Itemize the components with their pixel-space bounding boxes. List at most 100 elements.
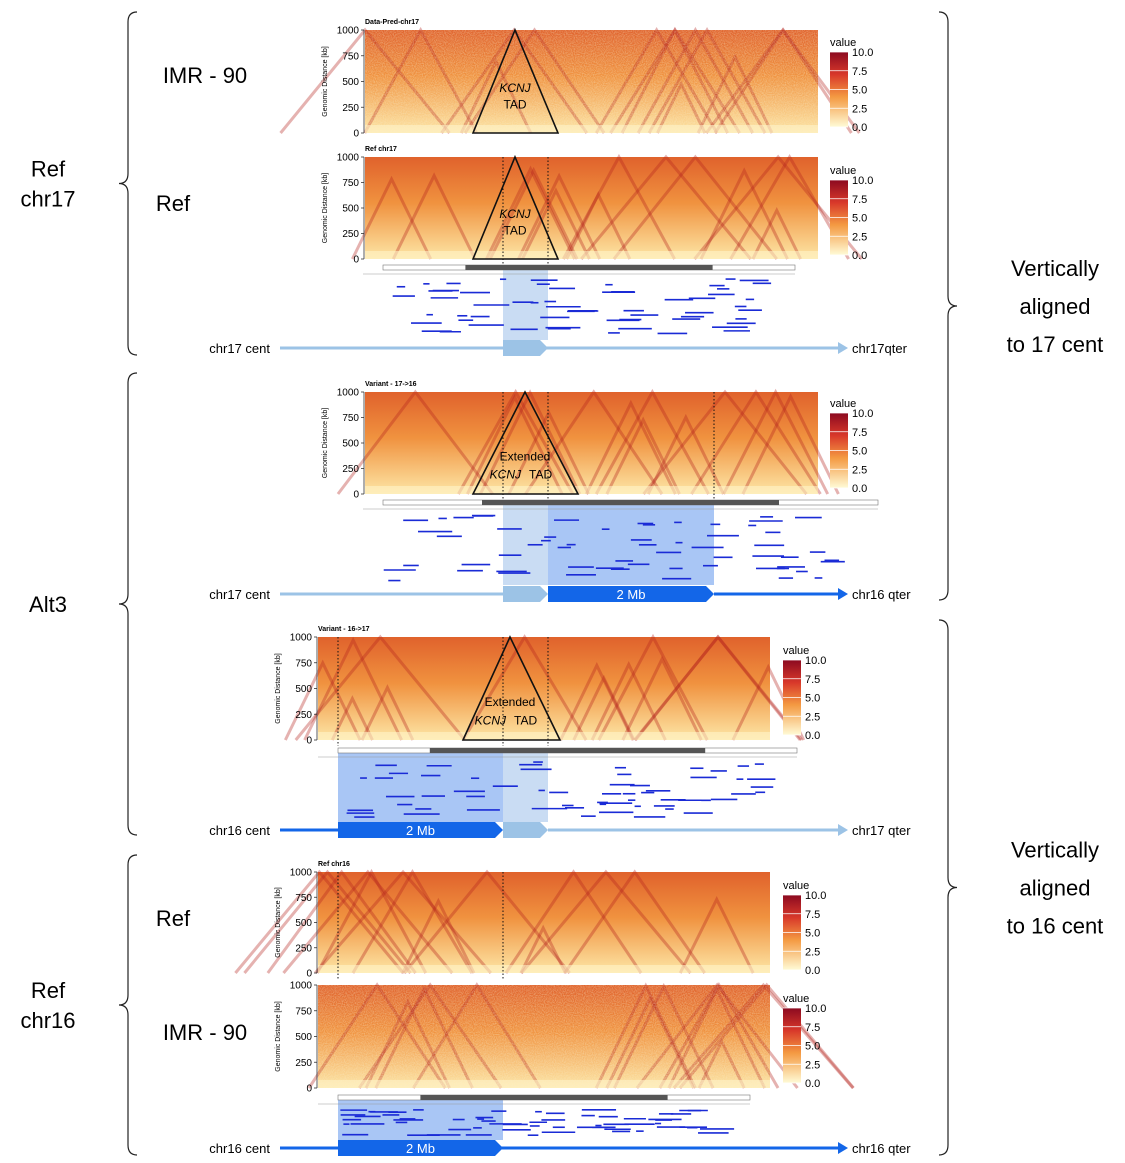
legend-tick-label: 0.0 (852, 483, 867, 495)
arrowhead (838, 342, 848, 354)
tad-texture (519, 924, 567, 974)
heatmap-base (365, 251, 818, 259)
y-tick-label: 1000 (337, 153, 360, 164)
tad-texture (351, 175, 433, 260)
track-start: chr16 cent (209, 823, 270, 838)
group-label: Alt3 (29, 592, 67, 617)
tad-texture (315, 868, 428, 974)
y-tick-label: 1000 (290, 868, 313, 879)
segment-block (503, 586, 548, 602)
legend-tick-label: 2.5 (805, 711, 820, 723)
y-tick-label: 0 (353, 129, 359, 140)
tad-texture (699, 167, 789, 260)
brace (118, 11, 138, 356)
ideogram-band (482, 500, 779, 505)
segment-label: 2 Mb (406, 1141, 435, 1156)
tad-texture (590, 661, 667, 741)
y-tick-label: 1000 (337, 26, 360, 37)
y-tick-label: 250 (295, 1058, 312, 1069)
tad-texture (488, 166, 579, 260)
tad-triangle (461, 635, 562, 741)
tad-texture (303, 636, 403, 741)
legend-tick-label: 2.5 (852, 231, 867, 243)
y-tick-label: 1000 (290, 981, 313, 992)
heatmap (318, 637, 770, 740)
y-tick-label: 500 (342, 439, 359, 450)
y-tick-label: 750 (342, 178, 359, 189)
legend-title: value (783, 880, 809, 892)
heatmap-panel (234, 868, 770, 974)
annotation-gene: KCNJ (475, 714, 507, 728)
heatmap-panel (336, 388, 840, 495)
legend-title: value (830, 37, 856, 49)
heatmap (365, 392, 818, 494)
tad-texture (521, 187, 591, 260)
annotation: TAD (503, 224, 526, 238)
tad-texture (565, 191, 632, 260)
y-tick-label: 500 (342, 77, 359, 88)
y-tick-label: 750 (342, 413, 359, 424)
group-label: chr16 (20, 1008, 75, 1033)
legend-tick-label: 5.0 (852, 213, 867, 225)
y-axis-label: Genomic Distance [kb] (322, 173, 329, 243)
track-end: chr16 qter (852, 1141, 911, 1156)
y-tick-label: 750 (295, 1006, 312, 1017)
alignment-note: to 17 cent (1007, 332, 1104, 357)
legend-title: value (830, 165, 856, 177)
tad-texture (741, 393, 840, 495)
row-label: Ref (156, 906, 191, 931)
ideogram-band (429, 748, 706, 753)
tad-triangle (471, 154, 560, 260)
alignment-note: to 16 cent (1007, 914, 1104, 939)
y-tick-label: 250 (295, 943, 312, 954)
segment-block (338, 822, 503, 838)
legend-tick-label: 7.5 (852, 427, 867, 439)
y-tick-label: 500 (342, 204, 359, 215)
legend-tick-label: 7.5 (805, 1022, 820, 1034)
legend-tick-label: 0.0 (805, 1078, 820, 1090)
annotation-gene: KCNJ (490, 468, 522, 482)
legend-tick-label: 7.5 (852, 194, 867, 206)
y-axis-label: Genomic Distance [kb] (322, 46, 329, 116)
tad-texture (751, 206, 802, 260)
legend-tick-label: 5.0 (805, 928, 820, 940)
highlight-region (503, 748, 548, 822)
y-axis-label: Genomic Distance [kb] (275, 653, 282, 723)
track-start: chr16 cent (209, 1141, 270, 1156)
legend-tick-label: 0.0 (852, 122, 867, 134)
tad-texture (580, 154, 752, 260)
segment-block (548, 586, 714, 602)
segment-block (503, 340, 548, 356)
annotation: Extended (485, 695, 536, 709)
legend-tick-label: 0.0 (805, 965, 820, 977)
segment-label: 2 Mb (617, 587, 646, 602)
y-tick-label: 500 (295, 684, 312, 695)
tad-texture (504, 869, 643, 974)
tad-texture (572, 674, 636, 741)
tad-texture (634, 634, 802, 741)
y-tick-label: 0 (353, 490, 359, 501)
tad-texture (314, 869, 492, 974)
highlight-region (548, 500, 714, 585)
annotation: TAD (529, 468, 552, 482)
panel-title: Ref chr16 (318, 861, 350, 868)
legend-title: value (830, 398, 856, 410)
tad-triangle (471, 390, 580, 495)
legend-tick-label: 7.5 (805, 909, 820, 921)
ideogram-band (420, 1095, 668, 1100)
tad-texture (678, 895, 755, 974)
segment-block (338, 1140, 503, 1156)
y-tick-label: 500 (295, 1032, 312, 1043)
legend-tick-label: 5.0 (805, 693, 820, 705)
tad-texture (722, 388, 830, 495)
legend-tick-label: 2.5 (805, 946, 820, 958)
legend-tick-label: 5.0 (805, 1041, 820, 1053)
legend-tick-label: 2.5 (805, 1059, 820, 1071)
tad-texture (520, 869, 692, 974)
tad-texture (646, 413, 725, 495)
legend-tick-label: 10.0 (805, 1003, 826, 1015)
annotation: Extended (500, 449, 551, 463)
tad-texture (559, 662, 635, 741)
